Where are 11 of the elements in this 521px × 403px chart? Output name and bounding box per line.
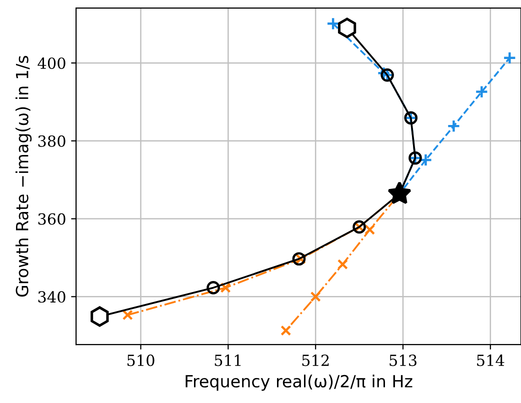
y-tick-label: 380 xyxy=(38,135,66,147)
x-tick-label: 511 xyxy=(214,354,241,366)
y-tick-label: 340 xyxy=(38,291,66,303)
x-axis-title: Frequency real(ω)/2/π in Hz xyxy=(186,374,412,391)
x-tick-label: 510 xyxy=(127,354,154,366)
y-tick-label: 400 xyxy=(38,57,66,69)
x-tick-label: 514 xyxy=(477,354,504,366)
y-axis-title: Growth Rate −imag(ω) in 1/s xyxy=(15,56,32,297)
x-tick-label: 513 xyxy=(390,354,416,366)
x-tick-label: 512 xyxy=(302,354,329,366)
y-tick-label: 360 xyxy=(38,213,66,225)
